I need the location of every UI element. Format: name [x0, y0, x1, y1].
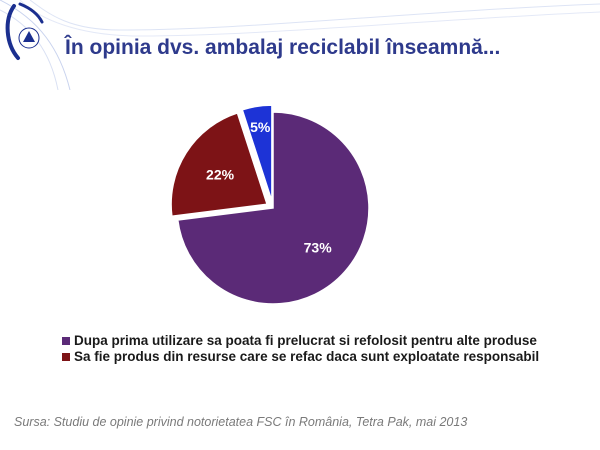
- pie-slice-2: [170, 112, 269, 218]
- slice-value-label: 5%: [250, 119, 271, 135]
- pie-slice-1: [176, 111, 370, 305]
- legend-label: Dupa prima utilizare sa poata fi prelucr…: [74, 333, 537, 348]
- slice-value-label: 22%: [206, 166, 235, 182]
- legend-swatch: [62, 353, 70, 361]
- source-note: Sursa: Studiu de opinie privind notoriet…: [14, 415, 468, 429]
- legend-item: Sa fie produs din resurse care se refac …: [62, 349, 582, 365]
- slice-value-label: 73%: [304, 239, 333, 255]
- pie-slice-3: [241, 104, 273, 202]
- slide-title: În opinia dvs. ambalaj reciclabil înseam…: [65, 36, 501, 59]
- legend-swatch: [62, 337, 70, 345]
- legend-label: Sa fie produs din resurse care se refac …: [74, 349, 540, 364]
- legend: Dupa prima utilizare sa poata fi prelucr…: [62, 333, 582, 365]
- legend-item: Dupa prima utilizare sa poata fi prelucr…: [62, 333, 582, 349]
